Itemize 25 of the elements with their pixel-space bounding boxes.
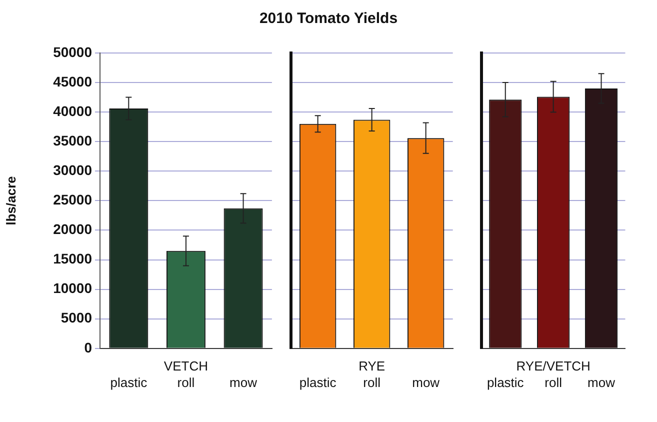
x-tick-label: plastic: [110, 374, 148, 390]
y-tick-label: 35000: [53, 132, 92, 148]
y-tick-label: 50000: [53, 44, 92, 60]
x-tick-label: mow: [230, 374, 258, 390]
x-axis-title: RYE/VETCH: [516, 358, 590, 374]
y-tick-label: 0: [84, 339, 92, 356]
x-tick-label: mow: [412, 374, 440, 390]
x-axis-title: VETCH: [164, 358, 208, 374]
x-tick-label: plastic: [300, 374, 337, 390]
y-tick-label: 15000: [53, 250, 92, 267]
y-tick-label: 5000: [60, 310, 92, 326]
y-axis-title: lbs/acre: [3, 176, 18, 226]
x-tick-label: roll: [363, 374, 381, 390]
x-tick-label: mow: [587, 374, 616, 390]
y-tick-label: 45000: [53, 73, 92, 90]
x-tick-label: roll: [177, 374, 195, 390]
y-tick-label: 25000: [53, 192, 92, 208]
y-tick-label: 10000: [53, 280, 92, 296]
y-tick-label: 20000: [53, 221, 92, 238]
y-tick-label: 30000: [53, 162, 92, 178]
y-tick-label: 40000: [53, 102, 92, 119]
x-tick-label: roll: [544, 374, 562, 390]
chart-title: 2010 Tomato Yields: [258, 10, 399, 27]
x-tick-label: plastic: [486, 374, 524, 390]
x-axis-title: RYE: [358, 358, 386, 374]
